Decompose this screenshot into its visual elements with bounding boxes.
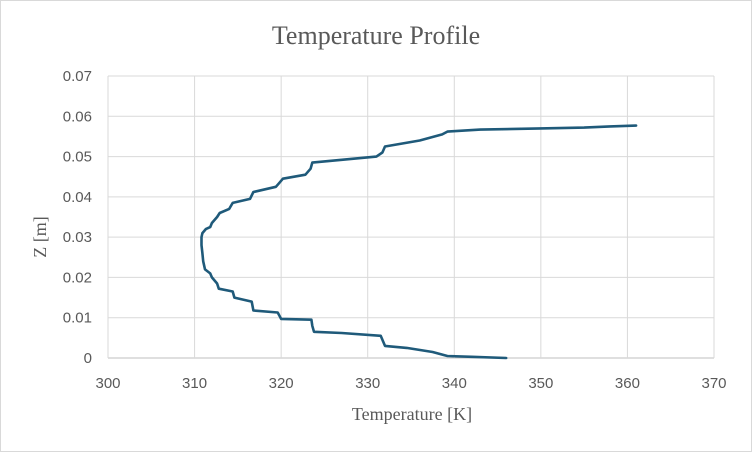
x-tick-label: 320 [269,375,294,392]
y-tick-label: 0.05 [63,149,92,166]
y-tick-labels: 0 0.01 0.02 0.03 0.04 0.05 0.06 0.07 [63,68,92,367]
y-tick-label: 0.03 [63,229,92,246]
y-tick-label: 0.07 [63,68,92,85]
x-tick-label: 300 [95,375,120,392]
x-tick-label: 310 [182,375,207,392]
x-tick-label: 340 [442,375,467,392]
y-tick-label: 0.06 [63,108,92,125]
chart-title: Temperature Profile [272,21,480,50]
y-tick-label: 0 [84,350,92,367]
y-tick-label: 0.04 [63,189,92,206]
temperature-series-line [200,124,638,360]
x-tick-label: 360 [615,375,640,392]
grid-lines [107,75,715,359]
x-tick-label: 370 [701,375,726,392]
y-tick-label: 0.02 [63,269,92,286]
y-tick-label: 0.01 [63,310,92,327]
x-tick-label: 350 [528,375,553,392]
y-axis-label: Z [m] [30,216,50,257]
x-tick-labels: 300 310 320 330 340 350 360 370 [95,375,726,392]
x-axis-label: Temperature [K] [352,404,472,424]
x-tick-label: 330 [355,375,380,392]
